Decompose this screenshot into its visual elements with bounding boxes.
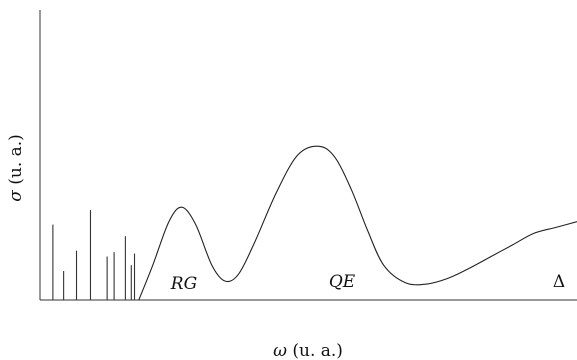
continuum-curve (138, 145, 577, 301)
x-axis-symbol: ω (273, 341, 287, 360)
x-axis-label: ω (u. a.) (273, 341, 343, 360)
x-axis-unit: (u. a.) (287, 341, 343, 360)
annotation-qe: QE (329, 272, 356, 292)
y-axis-symbol: σ (6, 190, 26, 202)
discrete-lines-group (52, 210, 136, 300)
annotation-delta: Δ (553, 272, 565, 292)
annotation-rg: RG (170, 274, 197, 294)
y-axis-unit: (u. a.) (6, 134, 26, 190)
y-axis-label: σ (u. a.) (6, 134, 26, 202)
